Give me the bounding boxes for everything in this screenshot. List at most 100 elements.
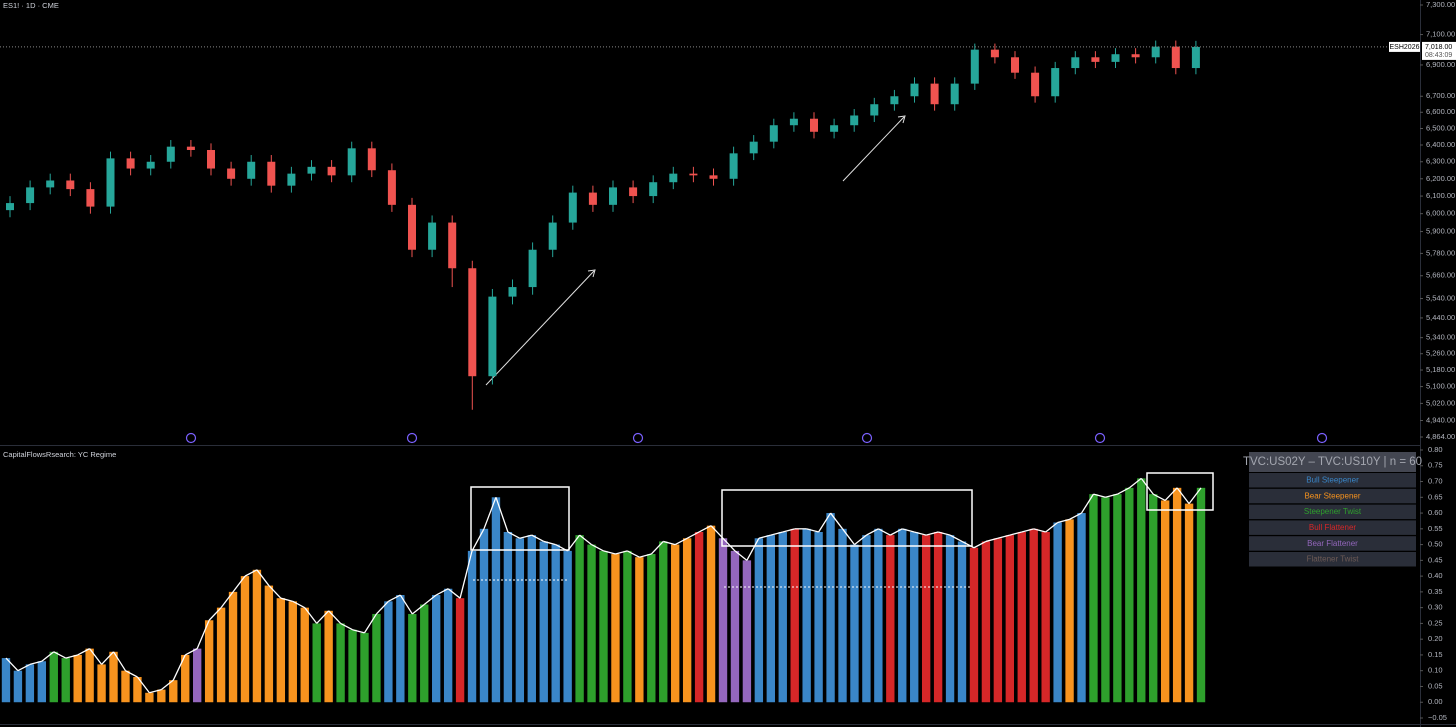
candle-body <box>629 187 638 197</box>
outline-segment <box>483 497 497 530</box>
outline-segment <box>208 607 222 621</box>
bar <box>455 598 465 703</box>
outline-segment <box>841 528 855 545</box>
candle-body <box>468 268 477 377</box>
arrow-head <box>897 115 906 124</box>
bar <box>181 654 190 703</box>
outline-segment <box>902 528 915 533</box>
outline-segment <box>172 654 186 681</box>
bar <box>754 538 764 703</box>
outline-segment <box>770 531 783 536</box>
y-tick-label: 5,780.00 <box>1426 248 1455 257</box>
bar <box>993 538 1003 703</box>
y-tick-label: 6,500.00 <box>1426 123 1455 132</box>
highlight-box <box>721 489 973 547</box>
candle-body <box>207 149 215 169</box>
legend-row-bg <box>1249 536 1416 551</box>
bar <box>694 531 704 703</box>
candle-body <box>347 148 356 176</box>
outline-segment <box>184 648 198 656</box>
bar <box>838 528 847 703</box>
bar <box>145 692 154 703</box>
candle-body <box>1111 54 1120 62</box>
candle-body <box>66 180 75 190</box>
candle-body <box>448 222 457 269</box>
bar <box>1077 513 1086 703</box>
outline-segment <box>949 534 963 543</box>
outline-segment <box>1117 487 1130 495</box>
y-tick-label: 6,700.00 <box>1426 91 1455 100</box>
candle-body <box>930 83 939 105</box>
candle-body <box>106 158 115 207</box>
bar <box>945 535 955 703</box>
outline-segment <box>328 610 342 624</box>
bar <box>73 654 82 703</box>
outline-segment <box>914 531 927 536</box>
outline-segment <box>17 663 31 672</box>
candle-body <box>387 170 396 205</box>
candle-body <box>910 83 919 97</box>
candle-body <box>1071 57 1080 69</box>
bar <box>635 557 644 703</box>
candle-body <box>166 146 175 162</box>
outline-segment <box>878 528 891 536</box>
bar <box>1101 497 1110 703</box>
event-icon <box>185 432 197 444</box>
candle-body <box>950 83 959 105</box>
outline-segment <box>1069 512 1082 520</box>
candle-body <box>1171 46 1180 69</box>
outline-segment <box>136 676 150 694</box>
highlight-box <box>1146 472 1214 511</box>
candle-body <box>86 189 95 207</box>
y-tick-label: 0.70 <box>1428 477 1443 486</box>
candle-body <box>649 182 658 197</box>
candle-body <box>830 125 839 132</box>
bar <box>898 528 907 703</box>
bar <box>1172 487 1182 703</box>
legend-row-bg <box>1249 504 1416 520</box>
legend-entry: Steepener Twist <box>1304 507 1362 516</box>
bar <box>874 528 883 703</box>
bar <box>527 535 536 703</box>
y-tick-label: 0.40 <box>1428 571 1443 580</box>
y-tick-label: 0.25 <box>1428 618 1443 627</box>
bar <box>479 528 489 703</box>
candle-body <box>689 173 698 176</box>
legend-row-bg <box>1249 488 1416 504</box>
candle-body <box>227 168 236 179</box>
y-tick-label: 6,300.00 <box>1426 157 1455 166</box>
bar <box>575 535 584 703</box>
bar <box>1 658 11 703</box>
bar <box>420 604 429 703</box>
outline-segment <box>519 534 532 539</box>
outline-segment <box>806 528 819 533</box>
highlight-box <box>470 486 570 551</box>
bar <box>981 541 991 703</box>
candle-body <box>26 187 35 204</box>
bar <box>933 531 943 703</box>
candle-body <box>1051 68 1060 97</box>
outline-segment <box>1021 528 1034 533</box>
y-tick-label: 7,100.00 <box>1426 30 1455 39</box>
candle-body <box>850 115 859 126</box>
bar <box>886 535 895 703</box>
y-tick-label: 0.15 <box>1428 650 1443 659</box>
arrow-head <box>587 269 596 278</box>
outline-segment <box>722 537 736 552</box>
outline-segment <box>447 588 461 599</box>
legend-row-bg <box>1249 552 1416 567</box>
candle-body <box>1191 46 1200 69</box>
bar <box>13 670 23 703</box>
outline-segment <box>160 679 174 691</box>
event-icon <box>1316 432 1328 444</box>
y-tick-label: 0.05 <box>1428 681 1443 690</box>
bar <box>204 620 214 703</box>
y-tick-label: 6,400.00 <box>1426 140 1455 149</box>
candle-body <box>126 158 135 169</box>
y-tick-label: 6,000.00 <box>1426 209 1455 218</box>
outline-segment <box>854 534 867 546</box>
symbol-box <box>1389 41 1420 52</box>
outline-segment <box>650 540 664 555</box>
bar <box>1184 503 1194 703</box>
outline-segment <box>268 585 282 599</box>
